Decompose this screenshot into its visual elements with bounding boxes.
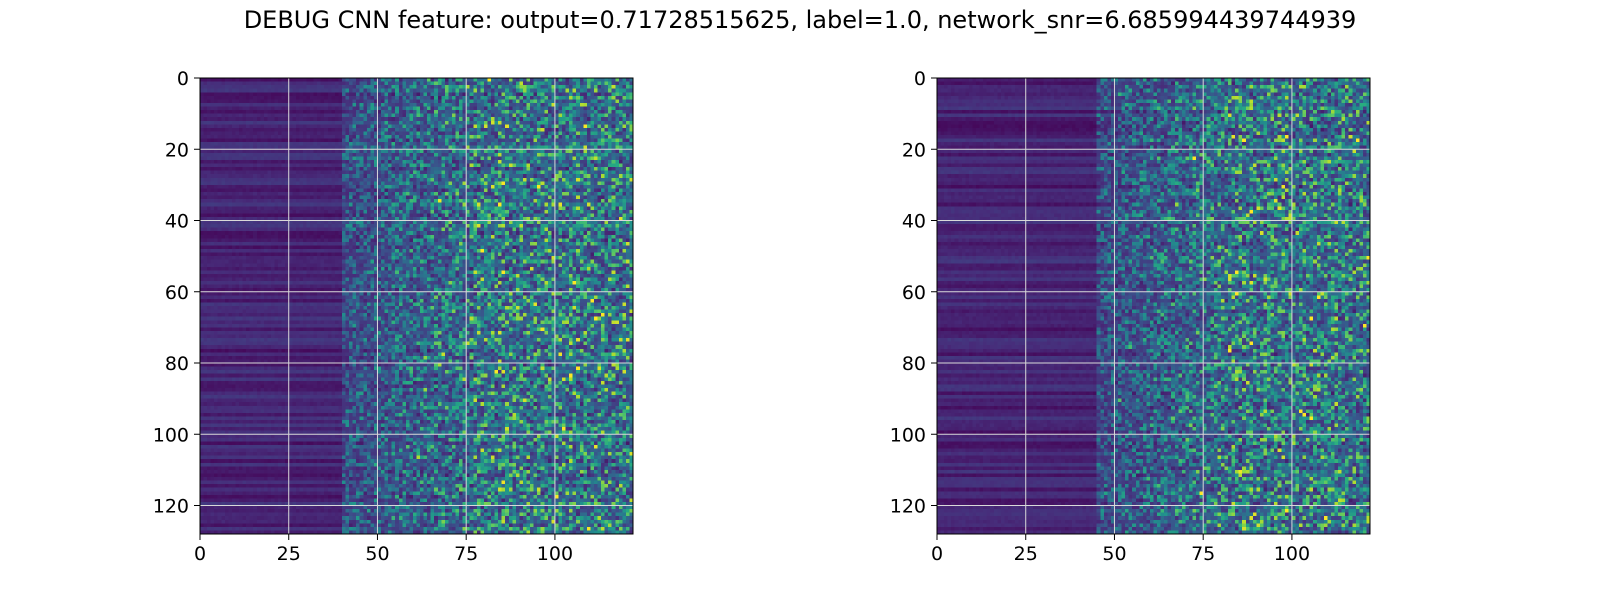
x-tick-label: 50 — [365, 543, 389, 565]
axes-frame — [199, 77, 634, 535]
y-tick-label: 80 — [902, 353, 926, 375]
x-tick-label: 75 — [1191, 543, 1215, 565]
x-tick-label: 50 — [1102, 543, 1126, 565]
y-tick-label: 80 — [165, 353, 189, 375]
y-tick-label: 20 — [902, 139, 926, 161]
figure-title: DEBUG CNN feature: output=0.71728515625,… — [243, 6, 1357, 34]
y-tick-label: 100 — [153, 424, 189, 446]
y-tick-label: 60 — [165, 282, 189, 304]
x-tick-label: 25 — [277, 543, 301, 565]
heatmap-image — [937, 78, 1370, 534]
x-tick-label: 25 — [1014, 543, 1038, 565]
heatmap-axes-right: 0 25 50 75 100 0 20 40 60 80 100 120 — [890, 68, 1371, 565]
x-tick-label: 100 — [537, 543, 573, 565]
x-tick-label: 75 — [454, 543, 478, 565]
y-tick-label: 20 — [165, 139, 189, 161]
axes-frame — [936, 77, 1371, 535]
x-tick-label: 0 — [931, 543, 943, 565]
y-tick-label: 0 — [177, 68, 189, 90]
heatmap-image — [200, 78, 633, 534]
x-tick-label: 0 — [194, 543, 206, 565]
y-tick-label: 60 — [902, 282, 926, 304]
x-tick-label: 100 — [1274, 543, 1310, 565]
y-tick-label: 40 — [902, 211, 926, 233]
y-tick-label: 40 — [165, 211, 189, 233]
y-tick-label: 100 — [890, 424, 926, 446]
y-tick-label: 120 — [153, 496, 189, 518]
heatmap-axes-left: 0 25 50 75 100 0 20 40 60 80 100 120 — [153, 68, 634, 565]
y-tick-label: 120 — [890, 496, 926, 518]
y-tick-label: 0 — [914, 68, 926, 90]
